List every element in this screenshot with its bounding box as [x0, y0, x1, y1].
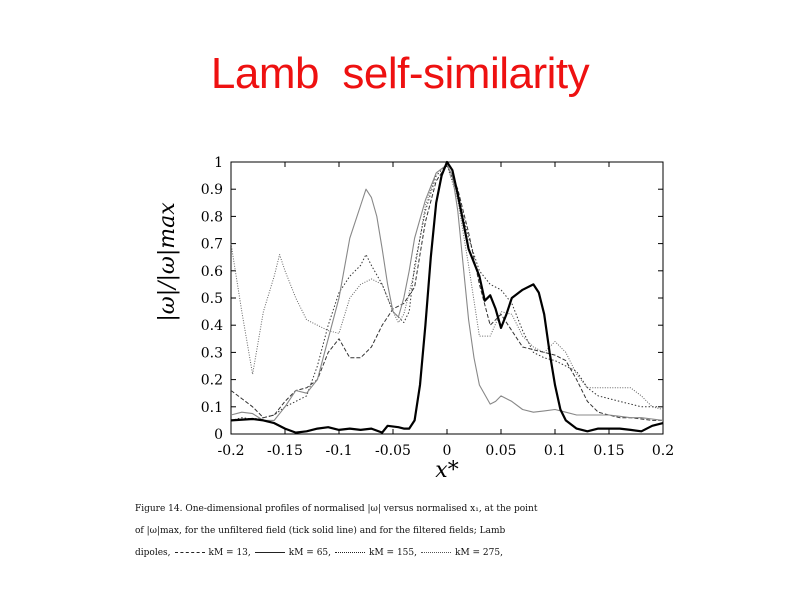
legend-swatch — [421, 552, 451, 553]
x-tick-label: -0.05 — [375, 443, 411, 459]
y-tick-label: 0.6 — [201, 264, 223, 280]
x-axis: -0.2 -0.15 -0.1 -0.05 0 0.05 0.1 0.15 0.2 — [218, 162, 674, 459]
y-tick-label: 0.4 — [201, 318, 223, 334]
plot-frame — [230, 161, 664, 435]
series-line-dashed — [230, 164, 663, 421]
y-tick-label: 0.7 — [201, 237, 223, 253]
series-line-thick-solid — [230, 160, 664, 434]
y-tick-label: 0 — [214, 427, 223, 443]
series-line-dotted — [230, 164, 663, 421]
x-tick-label: 0.1 — [544, 443, 566, 459]
caption-line-3: dipoles, kM = 13, kM = 65, kM = 155, kM = 27… — [135, 542, 615, 564]
legend-label: kM = 13, — [208, 548, 251, 558]
legend-swatch — [254, 552, 285, 553]
x-tick-label: -0.2 — [218, 443, 245, 459]
legend-swatch — [174, 552, 205, 553]
y-tick-label: 0.8 — [201, 209, 223, 225]
series-line-fine-dotted — [230, 164, 664, 410]
x-tick-label: -0.1 — [326, 443, 353, 459]
series-layer — [230, 160, 664, 434]
y-tick-label: 0.1 — [201, 400, 223, 416]
x-axis-label: x* — [435, 458, 458, 483]
x-tick-label: -0.15 — [267, 443, 303, 459]
x-tick-label: 0.05 — [485, 443, 516, 459]
y-axis-label: |ω|/|ω|max — [155, 202, 180, 322]
series-line-solid — [230, 164, 664, 421]
y-tick-label: 0.9 — [201, 182, 223, 198]
y-tick-label: 0.5 — [201, 291, 223, 307]
x-tick-label: 0.15 — [593, 443, 624, 459]
x-tick-label: 0 — [443, 443, 452, 459]
caption-line-2: of |ω|max, for the unfiltered field (tic… — [135, 526, 506, 536]
caption-prefix: dipoles, — [135, 548, 171, 558]
y-tick-label: 0.2 — [201, 373, 223, 389]
slide-title: Lamb self-similarity — [210, 49, 590, 98]
y-tick-label: 1 — [214, 155, 223, 171]
y-axis: 0 0.1 0.2 0.3 0.4 0.5 0.6 0.7 0.8 0.9 1 — [201, 155, 663, 443]
x-tick-label: 0.2 — [652, 443, 674, 459]
y-tick-label: 0.3 — [201, 345, 223, 361]
legend-label: kM = 65, — [288, 548, 332, 558]
figure-caption: Figure 14. One-dimensional profiles of n… — [135, 498, 615, 564]
legend-label: kM = 275, — [455, 548, 503, 558]
line-chart: 00.10.20.30.40.50.60.70.80.91 -0.2 -0.15-… — [155, 155, 674, 483]
legend-swatch — [335, 552, 366, 553]
caption-line-1: Figure 14. One-dimensional profiles of n… — [135, 504, 538, 514]
legend-label: kM = 155, — [369, 548, 417, 558]
